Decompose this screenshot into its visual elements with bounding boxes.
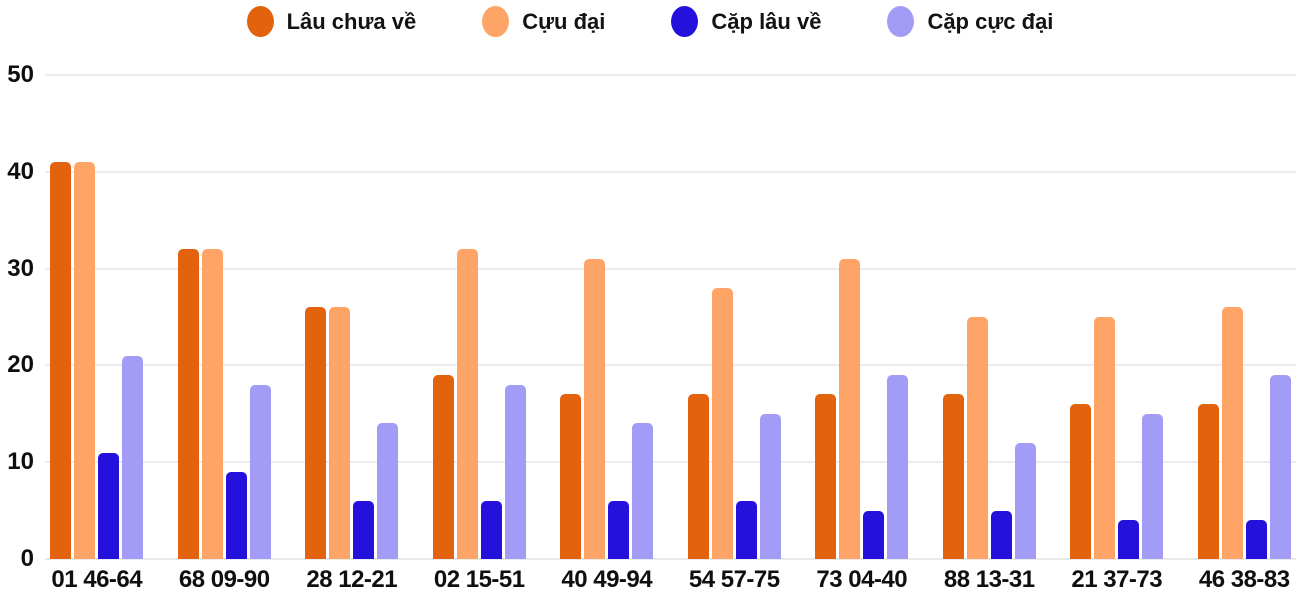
gridline — [45, 74, 1296, 76]
bar-4[interactable] — [1269, 375, 1291, 559]
bar-group — [1181, 75, 1300, 559]
bar-2[interactable] — [584, 258, 606, 559]
bar-1[interactable] — [305, 307, 327, 559]
bar-3[interactable] — [990, 510, 1012, 559]
bar-2[interactable] — [711, 287, 733, 559]
bar-group — [926, 75, 1054, 559]
bar-2[interactable] — [74, 162, 96, 559]
bar-group — [1053, 75, 1181, 559]
y-tick-label: 40 — [7, 157, 34, 185]
gridline — [45, 364, 1296, 367]
bar-4[interactable] — [887, 375, 909, 559]
bar-1[interactable] — [1197, 404, 1219, 559]
legend-label: Cựu đại — [522, 8, 606, 34]
bar-1[interactable] — [1070, 404, 1092, 559]
x-tick-label: 88 13-31 — [943, 566, 1035, 593]
bar-3[interactable] — [1245, 520, 1267, 559]
bar-3[interactable] — [353, 500, 375, 559]
gridline — [45, 267, 1296, 270]
legend: Lâu chưa về Cựu đại Cặp lâu về Cặp cực đại — [0, 6, 1300, 37]
bar-4[interactable] — [1142, 413, 1164, 559]
bar-4[interactable] — [122, 355, 144, 559]
legend-swatch-icon — [887, 6, 915, 37]
bar-group — [671, 75, 799, 559]
bar-4[interactable] — [249, 384, 271, 559]
bar-4[interactable] — [1014, 442, 1036, 559]
bar-4[interactable] — [377, 423, 399, 559]
x-tick-label: 01 46-64 — [51, 566, 143, 593]
bar-2[interactable] — [1221, 307, 1243, 559]
legend-swatch-icon — [482, 6, 510, 37]
x-tick-label: 46 38-83 — [1198, 566, 1290, 593]
bar-2[interactable] — [201, 249, 223, 559]
bar-1[interactable] — [560, 394, 582, 559]
bar-1[interactable] — [687, 394, 709, 559]
bar-1[interactable] — [50, 162, 72, 559]
bar-3[interactable] — [863, 510, 885, 559]
legend-item[interactable]: Lâu chưa về — [246, 6, 417, 37]
x-axis-line — [45, 558, 1296, 560]
legend-swatch-icon — [246, 6, 274, 37]
bar-4[interactable] — [504, 384, 526, 559]
bar-group — [288, 75, 416, 559]
x-tick-label: 21 37-73 — [1071, 566, 1163, 593]
bar-3[interactable] — [98, 452, 120, 559]
legend-swatch-icon — [671, 6, 699, 37]
bar-2[interactable] — [839, 258, 861, 559]
y-tick-label: 10 — [7, 448, 34, 476]
bar-4[interactable] — [759, 413, 781, 559]
x-tick-label: 73 04-40 — [816, 566, 908, 593]
y-tick-label: 20 — [7, 351, 34, 379]
x-tick-label: 68 09-90 — [178, 566, 270, 593]
legend-label: Cặp lâu về — [711, 8, 822, 34]
bar-2[interactable] — [966, 317, 988, 559]
x-tick-label: 28 12-21 — [306, 566, 398, 593]
legend-item[interactable]: Cặp lâu về — [671, 6, 821, 37]
y-tick-label: 50 — [7, 61, 34, 88]
gridline — [45, 170, 1296, 173]
bar-group — [161, 75, 289, 559]
bar-2[interactable] — [1094, 317, 1116, 559]
bar-1[interactable] — [177, 249, 199, 559]
bar-4[interactable] — [632, 423, 654, 559]
x-tick-label: 02 15-51 — [433, 566, 525, 593]
bar-3[interactable] — [225, 471, 247, 559]
bar-1[interactable] — [432, 375, 454, 559]
legend-label: Cặp cực đại — [927, 8, 1054, 34]
bar-2[interactable] — [456, 249, 478, 559]
bar-group — [416, 75, 544, 559]
legend-label: Lâu chưa về — [286, 8, 417, 34]
bar-1[interactable] — [815, 394, 837, 559]
legend-item[interactable]: Cựu đại — [482, 6, 605, 37]
bar-group — [798, 75, 926, 559]
x-tick-label: 54 57-75 — [688, 566, 780, 593]
x-tick-label: 40 49-94 — [561, 566, 653, 593]
bar-group — [543, 75, 671, 559]
bar-3[interactable] — [735, 500, 757, 559]
legend-item[interactable]: Cặp cực đại — [887, 6, 1053, 37]
bar-1[interactable] — [942, 394, 964, 559]
y-tick-label: 0 — [20, 545, 34, 572]
gridline — [45, 461, 1296, 464]
bar-3[interactable] — [480, 500, 502, 559]
bar-2[interactable] — [329, 307, 351, 559]
bar-3[interactable] — [1118, 520, 1140, 559]
bar-3[interactable] — [608, 500, 630, 559]
y-tick-label: 30 — [7, 254, 34, 282]
bar-group — [33, 75, 161, 559]
